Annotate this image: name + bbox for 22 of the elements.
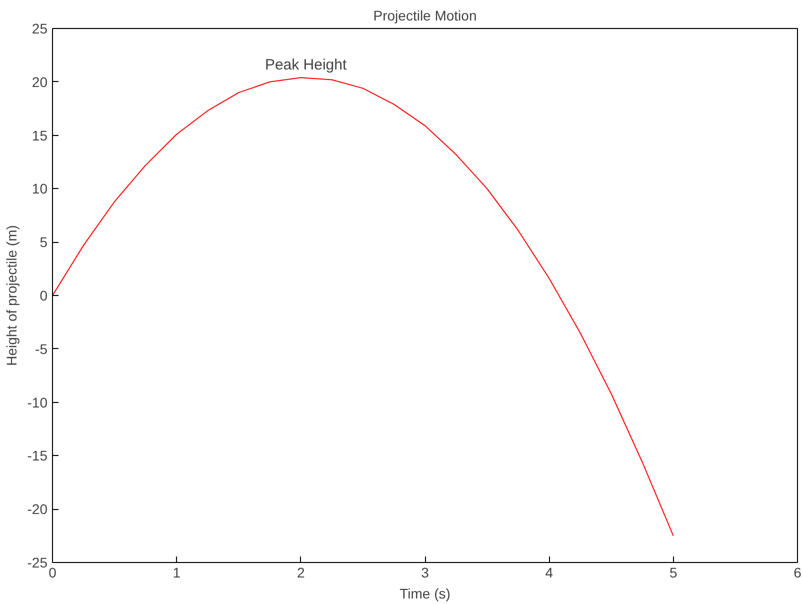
line-series [52, 77, 674, 536]
x-tick-label: 5 [669, 564, 678, 580]
x-tick-label: 4 [545, 564, 554, 580]
y-tick-label: 10 [32, 180, 48, 197]
y-tick-label: -5 [35, 340, 48, 357]
y-tick-label: 25 [32, 20, 48, 36]
x-tick-label: 3 [421, 564, 430, 580]
y-tick-label: 5 [40, 234, 48, 250]
y-tick-label: -25 [27, 554, 48, 570]
x-tick-label: 1 [172, 564, 181, 580]
y-tick-label: 15 [32, 127, 48, 144]
chart-title: Projectile Motion [373, 8, 477, 24]
x-tick-label: 2 [296, 564, 305, 580]
y-tick-label: 20 [32, 74, 48, 90]
y-tick-label: -15 [27, 448, 48, 464]
y-tick-label: -20 [27, 501, 48, 518]
annotation: Peak Height [264, 56, 348, 74]
x-tick-label: 6 [794, 564, 802, 580]
y-tick-label: 0 [40, 288, 48, 304]
y-tick-label: -10 [27, 394, 48, 410]
y-axis-title: Height of projectile (m) [3, 225, 20, 366]
x-axis-title: Time (s) [400, 586, 450, 602]
